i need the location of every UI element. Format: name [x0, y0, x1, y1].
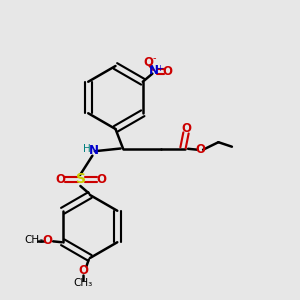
Text: O: O	[195, 143, 205, 156]
Text: O: O	[96, 173, 106, 186]
Text: O: O	[143, 56, 153, 69]
Text: O: O	[42, 234, 52, 247]
Text: +: +	[156, 64, 163, 73]
Text: N: N	[89, 144, 99, 157]
Text: N: N	[149, 64, 159, 77]
Text: O: O	[163, 65, 173, 78]
Text: H: H	[82, 144, 90, 154]
Text: CH₃: CH₃	[74, 278, 93, 289]
Text: -: -	[152, 53, 156, 63]
Text: O: O	[181, 122, 191, 136]
Text: CH₃: CH₃	[24, 236, 43, 245]
Text: S: S	[76, 172, 86, 186]
Text: O: O	[56, 173, 66, 186]
Text: O: O	[78, 264, 88, 277]
